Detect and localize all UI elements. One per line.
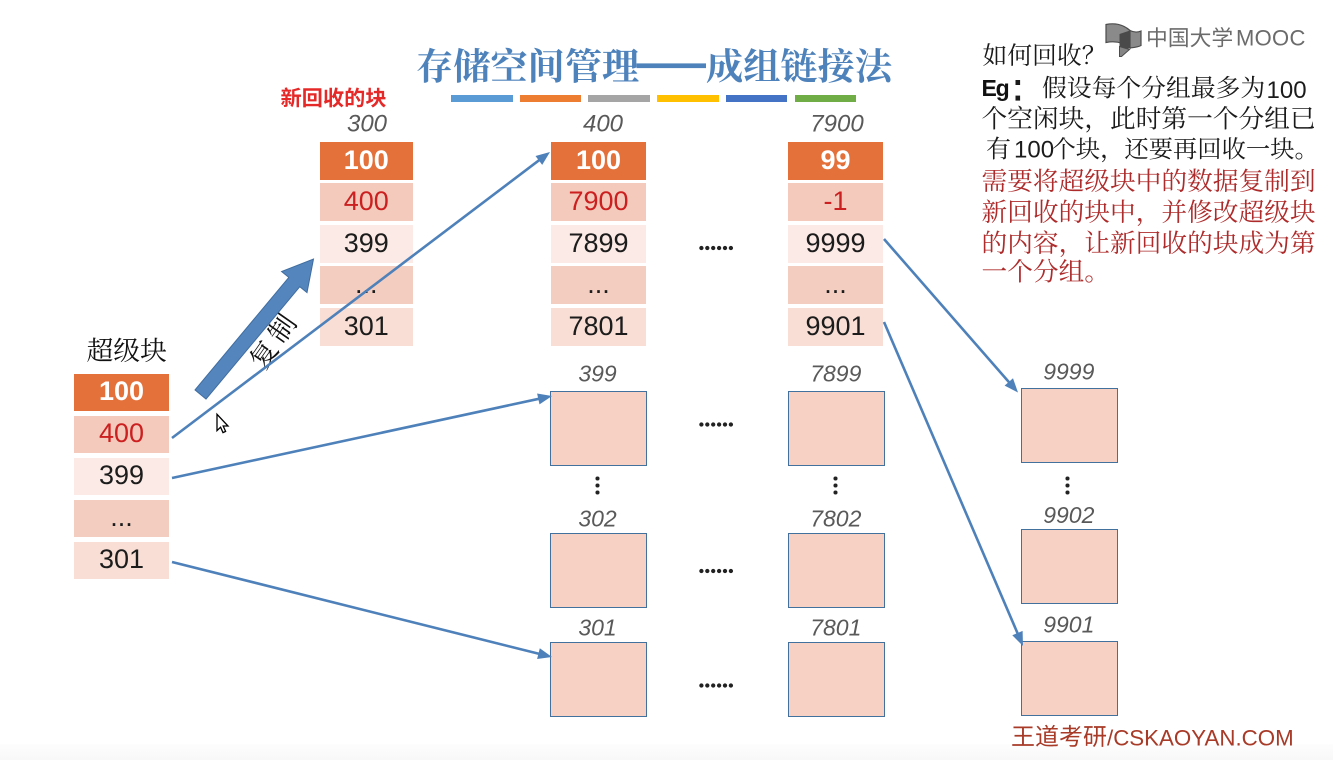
svg-text:100: 100 (1267, 77, 1307, 104)
svg-text:301: 301 (578, 615, 616, 641)
svg-text:9902: 9902 (1043, 502, 1094, 528)
svg-text:400: 400 (583, 111, 624, 138)
svg-text:7900: 7900 (810, 111, 864, 138)
svg-text:7802: 7802 (810, 506, 861, 532)
svg-text:9999: 9999 (1043, 359, 1094, 385)
svg-text:7801: 7801 (810, 615, 861, 641)
svg-text:300: 300 (347, 111, 388, 138)
svg-text:MOOC: MOOC (1236, 26, 1306, 51)
svg-text:399: 399 (578, 361, 617, 387)
svg-text:Eg: Eg (982, 75, 1009, 101)
svg-text:302: 302 (578, 506, 617, 532)
svg-text:7899: 7899 (810, 361, 861, 387)
svg-text:/CSKAOYAN.COM: /CSKAOYAN.COM (1107, 725, 1294, 750)
svg-text:9901: 9901 (1043, 612, 1094, 638)
svg-text:100: 100 (1014, 137, 1054, 164)
